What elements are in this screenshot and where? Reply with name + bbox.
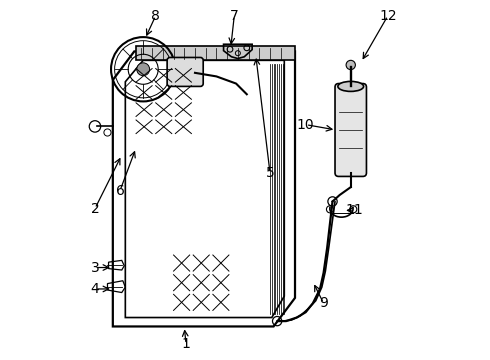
Text: 8: 8 xyxy=(151,9,160,23)
Polygon shape xyxy=(136,46,295,60)
Text: 10: 10 xyxy=(297,118,315,132)
Text: 12: 12 xyxy=(379,9,397,23)
Circle shape xyxy=(137,63,149,76)
Text: 5: 5 xyxy=(266,166,274,180)
Text: 1: 1 xyxy=(182,337,191,351)
Ellipse shape xyxy=(338,81,364,91)
FancyBboxPatch shape xyxy=(335,84,367,176)
Text: 6: 6 xyxy=(116,184,124,198)
Text: 4: 4 xyxy=(91,282,99,296)
Text: 9: 9 xyxy=(319,296,328,310)
Text: 11: 11 xyxy=(345,203,363,217)
Text: 2: 2 xyxy=(91,202,99,216)
Text: 7: 7 xyxy=(230,9,239,23)
Circle shape xyxy=(346,60,355,69)
Text: 3: 3 xyxy=(91,261,99,275)
FancyBboxPatch shape xyxy=(167,58,203,86)
